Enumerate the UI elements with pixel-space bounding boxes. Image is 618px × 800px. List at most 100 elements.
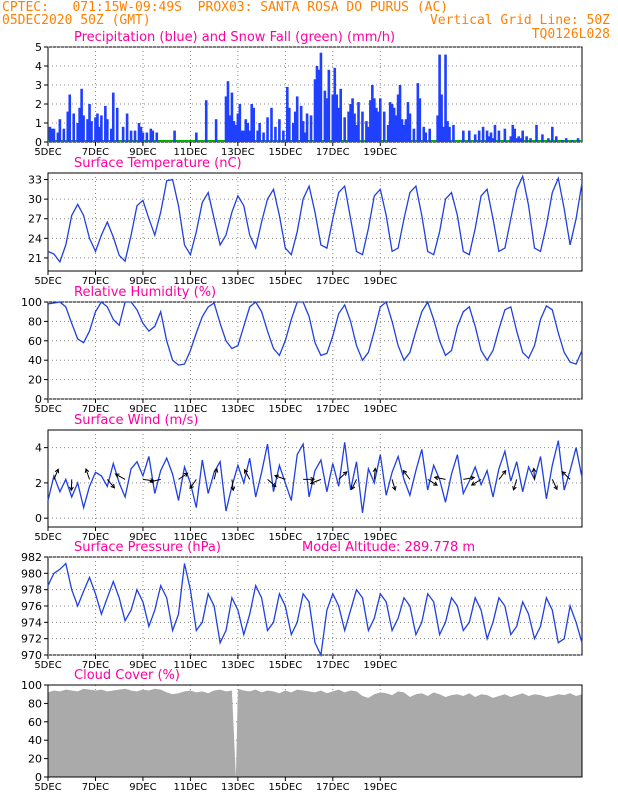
temperature-xtick-label: 17DEC xyxy=(316,276,350,287)
precip-bar xyxy=(519,138,522,142)
precip-bar xyxy=(535,124,538,142)
wind-vector-arrow xyxy=(498,470,507,480)
precip-bar xyxy=(214,119,218,142)
wind-vector-head xyxy=(183,472,189,478)
precip-bar xyxy=(88,104,91,142)
wind-vector-head xyxy=(561,471,567,476)
precip-bar xyxy=(236,113,240,142)
precip-bar xyxy=(365,121,368,142)
precipitation-ytick-label: 3 xyxy=(35,79,42,92)
precip-bar xyxy=(521,130,524,142)
wind-xtick-label: 7DEC xyxy=(82,532,109,543)
wind-vector-arrow xyxy=(244,469,251,480)
temperature-xtick-label: 11DEC xyxy=(174,276,208,287)
precip-bar xyxy=(361,111,364,142)
precip-bar xyxy=(392,107,396,142)
wind-vector-arrow xyxy=(115,473,126,480)
pressure-ytick-label: 980 xyxy=(21,567,42,580)
precip-bar xyxy=(422,126,426,142)
precip-bar xyxy=(141,132,145,142)
humidity-xtick-label: 11DEC xyxy=(174,404,208,415)
precip-bar xyxy=(278,119,281,142)
precip-bar xyxy=(90,121,93,142)
wind-vector-head xyxy=(84,467,90,474)
precip-bar xyxy=(402,124,406,142)
precip-bar xyxy=(234,124,238,142)
precipitation-xtick-label: 9DEC xyxy=(129,147,156,158)
precip-bar xyxy=(287,107,291,142)
wind-vector-arrow xyxy=(373,468,376,480)
precip-bar xyxy=(240,130,244,142)
humidity-frame xyxy=(47,301,583,400)
cloud-cover-title: Cloud Cover (%) xyxy=(74,668,180,683)
precip-bar xyxy=(299,105,303,142)
precip-bar xyxy=(56,132,60,142)
wind-vector-head xyxy=(244,468,249,474)
wind-vector-arrow xyxy=(231,479,234,491)
precip-bar xyxy=(554,136,558,142)
precip-bar xyxy=(295,96,299,142)
precip-bar xyxy=(335,94,339,142)
pressure-title: Surface Pressure (hPa) xyxy=(74,540,221,555)
temperature-frame xyxy=(47,172,583,272)
precip-bar xyxy=(349,104,352,142)
cloud-cover-xtick-label: 11DEC xyxy=(174,782,208,793)
precip-bar xyxy=(270,107,273,142)
wind-vector-arrow xyxy=(310,478,322,484)
precip-bar xyxy=(418,98,422,142)
humidity-series-line xyxy=(47,300,583,366)
precip-bar xyxy=(151,130,155,142)
precip-bar xyxy=(428,128,432,142)
precip-bar xyxy=(491,138,495,142)
wind-title: Surface Wind (m/s) xyxy=(74,413,198,428)
precip-bar xyxy=(436,115,439,142)
precip-bar xyxy=(104,105,107,142)
precip-bar xyxy=(319,52,323,143)
precip-bar xyxy=(390,104,394,142)
precip-bar xyxy=(94,117,97,142)
wind-vector-arrow xyxy=(463,476,475,480)
precip-bar xyxy=(58,119,62,142)
precip-bar xyxy=(125,113,129,142)
precip-bar xyxy=(248,130,252,142)
precipitation-ytick-label: 5 xyxy=(35,41,42,54)
precip-bar xyxy=(511,124,515,142)
temperature-ytick-label: 33 xyxy=(28,174,42,187)
precipitation-ytick-label: 1 xyxy=(35,117,42,130)
humidity-xtick-label: 7DEC xyxy=(82,404,109,415)
precip-bar xyxy=(343,117,346,142)
cloud-cover-ytick-label: 20 xyxy=(28,753,42,766)
pressure-annotation: Model Altitude: 289.778 m xyxy=(302,540,475,555)
precip-bar xyxy=(238,104,242,142)
pressure-xtick-label: 11DEC xyxy=(174,660,208,671)
humidity-xtick-label: 17DEC xyxy=(316,404,350,415)
precip-bar xyxy=(315,66,319,142)
precip-bar xyxy=(408,113,412,142)
humidity-title: Relative Humidity (%) xyxy=(74,285,216,300)
precip-bar xyxy=(173,130,176,142)
cloud-cover-frame-top xyxy=(47,684,583,778)
wind-vector-arrow xyxy=(513,479,518,491)
precip-bar xyxy=(477,130,481,142)
cloud-cover-ytick-label: 60 xyxy=(28,716,42,729)
precip-bar xyxy=(337,107,341,142)
temperature-series-line xyxy=(47,174,583,264)
precip-bar xyxy=(388,102,392,142)
cloud-cover-area xyxy=(48,688,582,777)
precip-bar xyxy=(62,128,66,142)
precip-bar xyxy=(406,102,410,142)
cloud-cover-panel: 5DEC 7DEC 9DEC 11DEC 13DEC 15DEC 17DEC 19DEC 0 20… xyxy=(21,668,583,793)
temperature-ytick-label: 21 xyxy=(28,252,42,265)
precip-bar xyxy=(462,130,465,142)
precip-bar xyxy=(149,128,153,142)
precip-bar xyxy=(250,104,254,142)
precip-bar xyxy=(560,140,564,142)
precip-bar xyxy=(515,138,519,142)
precip-bar xyxy=(133,130,137,142)
wind-vector-arrow xyxy=(267,479,277,487)
precip-bar xyxy=(317,69,321,142)
temperature-xtick-label: 9DEC xyxy=(129,276,156,287)
precip-bar xyxy=(327,69,331,142)
precip-bar xyxy=(80,88,83,142)
